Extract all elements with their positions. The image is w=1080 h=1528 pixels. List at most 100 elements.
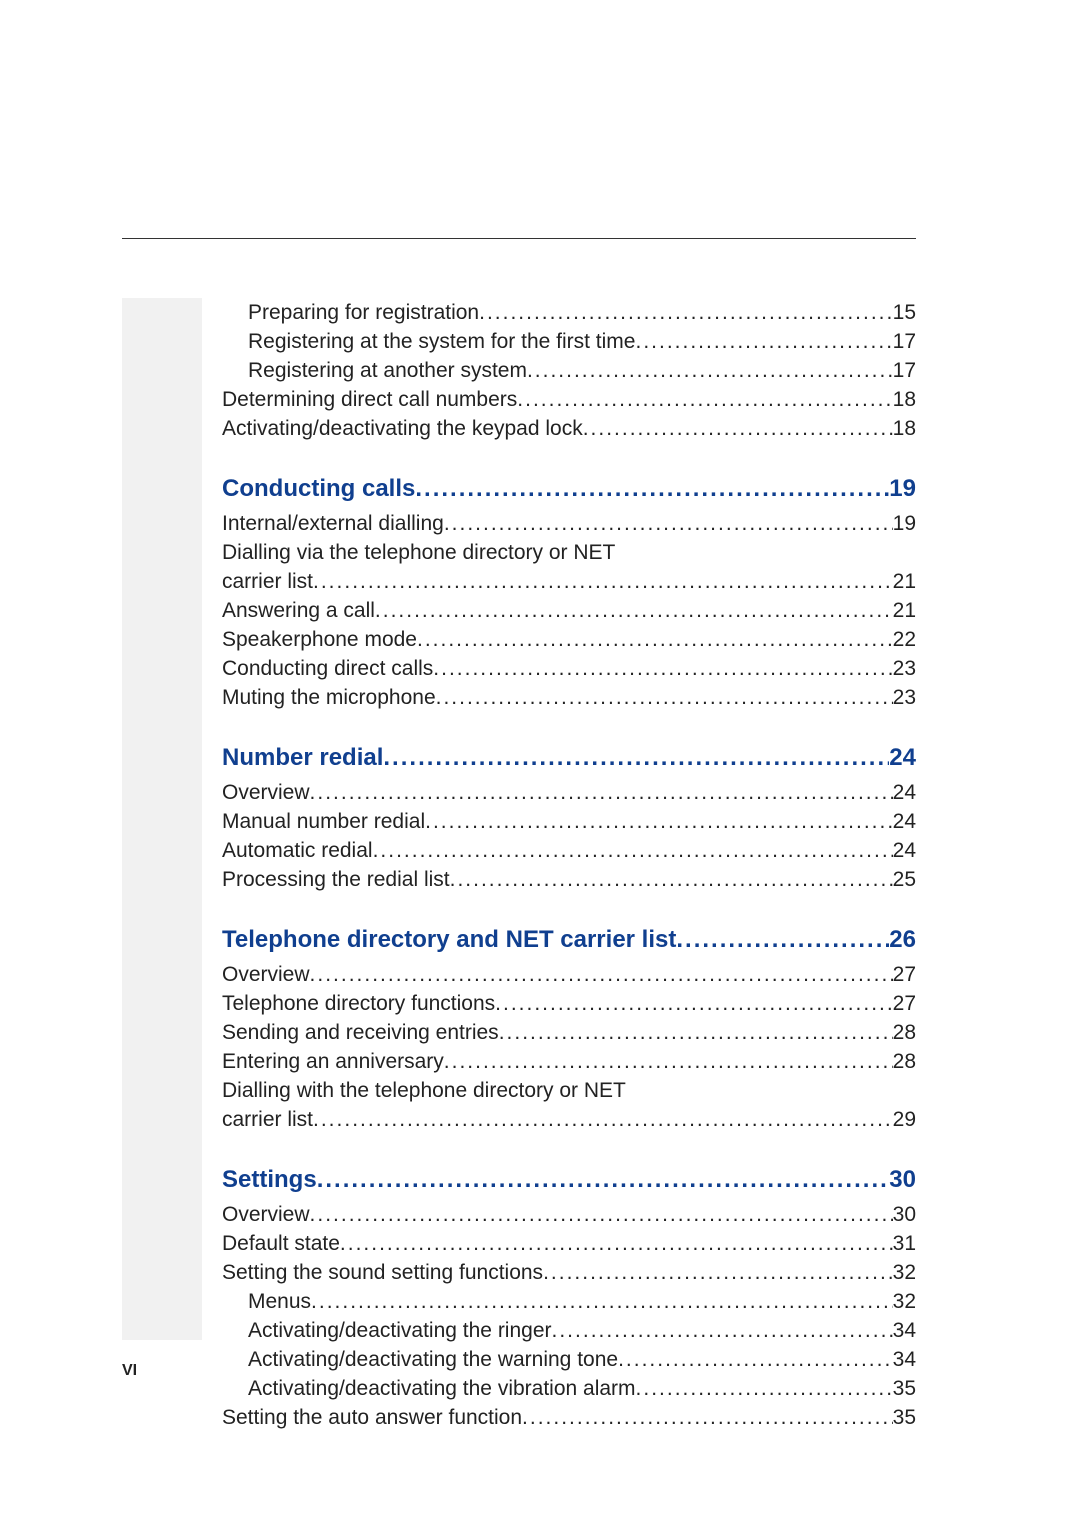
leader-dots: ........................................…	[676, 924, 889, 955]
toc-text: Dialling with the telephone directory or…	[222, 1077, 626, 1106]
toc-row: Activating/deactivating the keypad lock.…	[222, 415, 916, 444]
toc-text: Preparing for registration	[248, 299, 479, 328]
toc-row: Default state ..........................…	[222, 1230, 916, 1259]
toc-row: Overview ...............................…	[222, 961, 916, 990]
section-title: Telephone directory and NET carrier list	[222, 924, 676, 955]
toc-page-number: 32	[893, 1288, 916, 1317]
toc-row: Registering at the system for the first …	[222, 328, 916, 357]
toc-row: Answering a call .......................…	[222, 597, 916, 626]
toc-page-number: 28	[893, 1048, 916, 1077]
toc-text: Sending and receiving entries	[222, 1019, 499, 1048]
toc-row: Sending and receiving entries ..........…	[222, 1019, 916, 1048]
leader-dots: ........................................…	[522, 1404, 893, 1433]
toc-page-number: 27	[893, 961, 916, 990]
toc-text: Overview	[222, 779, 310, 808]
toc-row: Telephone directory functions ..........…	[222, 990, 916, 1019]
section-title: Conducting calls	[222, 473, 415, 504]
toc-row: carrier list ...........................…	[222, 1106, 916, 1135]
toc-text: Overview	[222, 1201, 310, 1230]
toc-page-number: 17	[893, 357, 916, 386]
toc-page-number: 19	[889, 473, 916, 504]
toc-page-number: 24	[893, 808, 916, 837]
leader-dots: ........................................…	[417, 626, 893, 655]
leader-dots: ........................................…	[313, 1106, 893, 1135]
leader-dots: ........................................…	[313, 568, 893, 597]
leader-dots: ........................................…	[517, 386, 892, 415]
toc-text: Activating/deactivating the ringer	[248, 1317, 552, 1346]
leader-dots: ........................................…	[433, 655, 892, 684]
toc-text: Menus	[248, 1288, 311, 1317]
toc-page-number: 28	[893, 1019, 916, 1048]
toc-row: Activating/deactivating the warning tone…	[222, 1346, 916, 1375]
toc-page-number: 18	[893, 386, 916, 415]
toc-page-number: 34	[893, 1346, 916, 1375]
leader-dots: ........................................…	[543, 1259, 893, 1288]
top-rule	[122, 238, 916, 239]
toc-row: Manual number redial....................…	[222, 808, 916, 837]
toc-page-number: 17	[893, 328, 916, 357]
toc-text: Muting the microphone	[222, 684, 436, 713]
leader-dots: ........................................…	[583, 415, 893, 444]
toc-text: Determining direct call numbers	[222, 386, 517, 415]
section-title: Number redial	[222, 742, 383, 773]
toc-row: Overview ...............................…	[222, 1201, 916, 1230]
leader-dots: ........................................…	[383, 742, 889, 773]
toc-text: carrier list	[222, 1106, 313, 1135]
toc-row: Speakerphone mode ......................…	[222, 626, 916, 655]
toc-text: Manual number redial	[222, 808, 425, 837]
toc-row: Activating/deactivating the vibration al…	[222, 1375, 916, 1404]
toc-page-number: 22	[893, 626, 916, 655]
leader-dots: ........................................…	[375, 597, 893, 626]
toc-row: Processing the redial list..............…	[222, 866, 916, 895]
toc-page-number: 24	[893, 837, 916, 866]
toc-text: Overview	[222, 961, 310, 990]
toc-row: Setting the auto answer function .......…	[222, 1404, 916, 1433]
leader-dots: ........................................…	[495, 990, 892, 1019]
toc-row: Determining direct call numbers ........…	[222, 386, 916, 415]
leader-dots: ........................................…	[310, 961, 893, 990]
toc-text: Speakerphone mode	[222, 626, 417, 655]
toc-section-heading: Telephone directory and NET carrier list…	[222, 924, 916, 955]
leader-dots: ........................................…	[444, 1048, 893, 1077]
leader-dots: ........................................…	[311, 1288, 893, 1317]
toc-row: Registering at another system...........…	[222, 357, 916, 386]
toc-page-number: 19	[893, 510, 916, 539]
leader-dots: ........................................…	[444, 510, 893, 539]
leader-dots: ........................................…	[373, 837, 893, 866]
toc-text: Setting the sound setting functions	[222, 1259, 543, 1288]
toc-page-number: 21	[893, 568, 916, 597]
toc-page-number: 23	[893, 684, 916, 713]
toc-page-number: 15	[893, 299, 916, 328]
toc-page-number: 32	[893, 1259, 916, 1288]
toc-text: Registering at another system	[248, 357, 527, 386]
toc-row: Conducting direct calls ................…	[222, 655, 916, 684]
leader-dots: ........................................…	[618, 1346, 893, 1375]
toc-section-heading: Number redial...........................…	[222, 742, 916, 773]
leader-dots: ........................................…	[635, 328, 892, 357]
toc-text: Internal/external dialling	[222, 510, 444, 539]
section-title: Settings	[222, 1164, 317, 1195]
toc-row: Preparing for registration .............…	[222, 299, 916, 328]
toc-text: Dialling via the telephone directory or …	[222, 539, 615, 568]
toc-page-number: 18	[893, 415, 916, 444]
toc-text: Telephone directory functions	[222, 990, 495, 1019]
toc-section-heading: Conducting calls .......................…	[222, 473, 916, 504]
toc-page-number: 29	[893, 1106, 916, 1135]
toc-row: carrier list ...........................…	[222, 568, 916, 597]
page-container: Preparing for registration .............…	[0, 0, 1080, 1528]
toc-page-number: 26	[889, 924, 916, 955]
leader-dots: ........................................…	[552, 1317, 893, 1346]
toc-text: Processing the redial list	[222, 866, 450, 895]
toc-text: Setting the auto answer function	[222, 1404, 522, 1433]
sidebar-shade	[122, 298, 202, 1340]
toc-row: Entering an anniversary ................…	[222, 1048, 916, 1077]
toc-text: Activating/deactivating the warning tone	[248, 1346, 618, 1375]
leader-dots: ........................................…	[310, 779, 893, 808]
leader-dots: ........................................…	[499, 1019, 893, 1048]
toc-page-number: 35	[893, 1375, 916, 1404]
toc-text: Registering at the system for the first …	[248, 328, 635, 357]
toc-text: carrier list	[222, 568, 313, 597]
leader-dots: ........................................…	[415, 473, 889, 504]
toc-text: Conducting direct calls	[222, 655, 433, 684]
toc-page-number: 34	[893, 1317, 916, 1346]
